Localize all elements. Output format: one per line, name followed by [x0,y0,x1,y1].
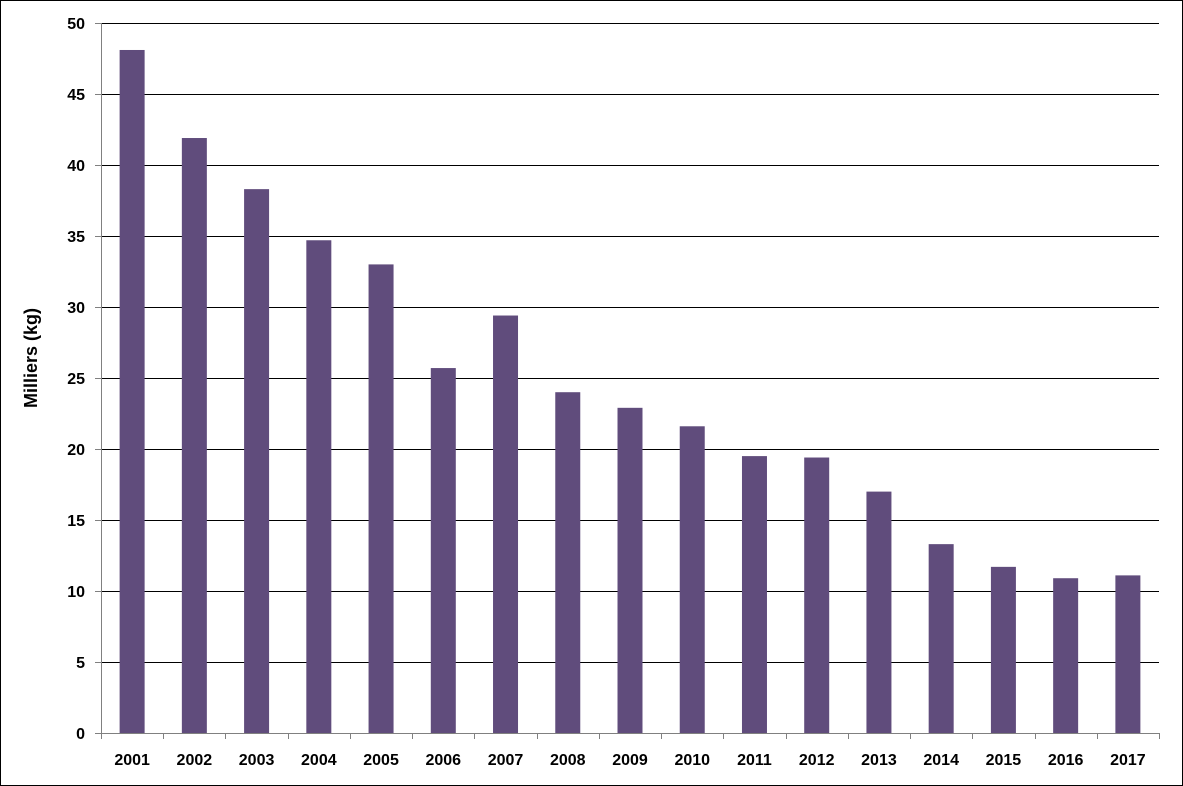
bar-2015 [990,566,1016,733]
bar-2002 [181,138,207,733]
bar-2013 [866,491,892,733]
x-tick-label: 2009 [612,752,648,769]
x-tick-label: 2002 [177,752,213,769]
y-tick-label: 40 [67,158,85,175]
x-tick-label: 2011 [737,752,772,769]
gridlines [101,23,1159,663]
x-tick-label: 2015 [986,752,1022,769]
x-tick-label: 2016 [1048,752,1084,769]
bars [119,49,1141,734]
x-tick-label: 2007 [488,752,524,769]
bar-2009 [617,407,643,733]
x-tick-label: 2010 [674,752,710,769]
axes [95,23,1160,739]
bar-2017 [1115,575,1141,733]
y-tick-label: 45 [67,87,85,104]
y-tick-labels: 0 5 10 15 20 25 30 35 40 45 50 [67,16,85,743]
y-tick-label: 35 [67,229,85,246]
bar-2003 [244,189,270,733]
y-tick-label: 15 [67,513,85,530]
x-tick-label: 2001 [114,752,150,769]
y-tick-label: 30 [67,300,85,317]
bar-2005 [368,264,394,733]
y-tick-label: 25 [67,371,85,388]
x-tick-label: 2003 [239,752,275,769]
bar-2012 [804,457,830,733]
bar-2010 [679,426,705,733]
y-tick-label: 5 [76,655,85,672]
x-tick-label: 2004 [301,752,337,769]
y-tick-label: 0 [76,726,85,743]
bar-2006 [430,368,456,733]
x-tick-label: 2014 [923,752,959,769]
bar-2001 [119,49,145,734]
x-tick-label: 2006 [425,752,461,769]
x-tick-label: 2012 [799,752,835,769]
bar-2014 [928,544,954,733]
y-axis-title: Milliers (kg) [21,308,41,408]
y-tick-label: 10 [67,584,85,601]
bar-2008 [555,392,581,733]
bar-2011 [741,456,767,733]
x-tick-label: 2005 [363,752,399,769]
x-tick-label: 2013 [861,752,897,769]
bar-2016 [1053,578,1079,733]
x-tick-label: 2017 [1110,752,1146,769]
x-tick-label: 2008 [550,752,586,769]
bar-2004 [306,240,332,733]
y-tick-label: 20 [67,442,85,459]
x-tick-labels: 2001 2002 2003 2004 2005 2006 2007 2008 2009 2010… [114,752,1145,769]
bar-2007 [493,315,519,733]
y-tick-label: 50 [67,16,85,33]
